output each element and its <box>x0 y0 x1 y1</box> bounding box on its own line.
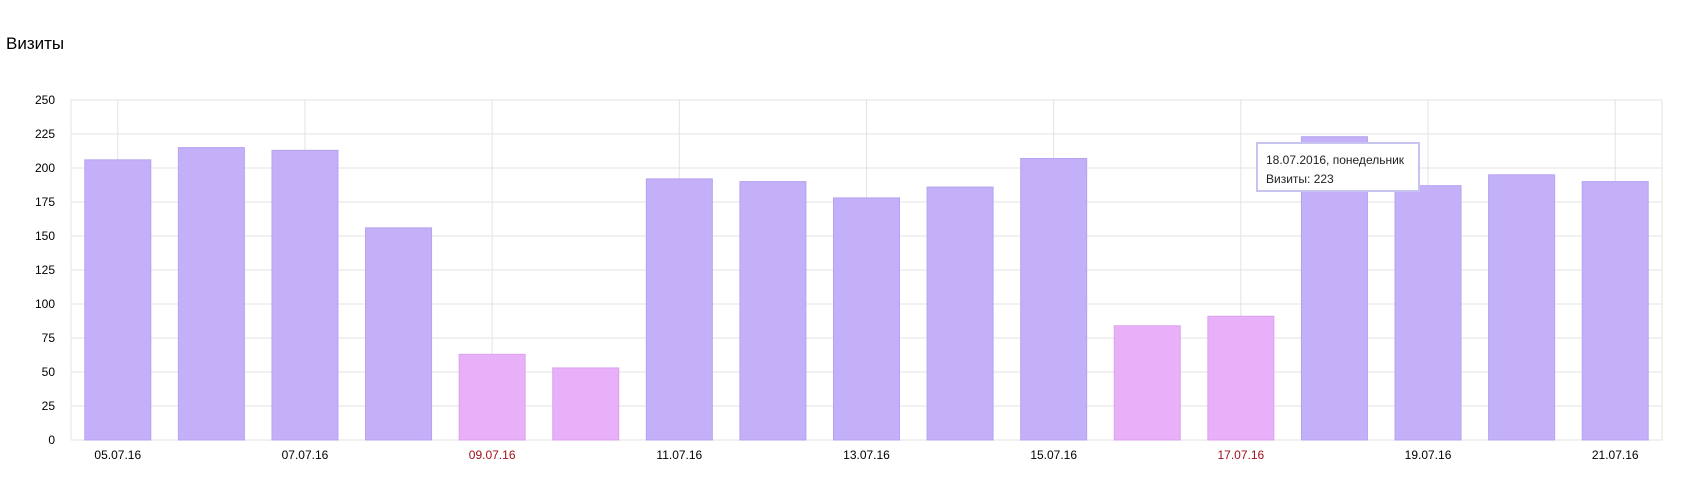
x-tick-label: 07.07.16 <box>282 448 329 462</box>
x-tick-label: 05.07.16 <box>94 448 141 462</box>
bar-21.07.16 <box>1581 181 1649 441</box>
bar-10.07.16 <box>552 367 620 441</box>
y-tick-label: 250 <box>35 93 55 107</box>
bar-19.07.16 <box>1394 185 1462 441</box>
bar-20.07.16 <box>1488 174 1556 441</box>
x-tick-label: 13.07.16 <box>843 448 890 462</box>
bar-15.07.16 <box>1020 157 1088 441</box>
bar-14.07.16 <box>926 186 994 441</box>
y-tick-label: 225 <box>35 127 55 141</box>
bar-16.07.16 <box>1113 325 1181 441</box>
tooltip-value: Визиты: 223 <box>1266 172 1334 186</box>
y-tick-label: 125 <box>35 263 55 277</box>
bar-07.07.16 <box>271 149 339 441</box>
y-tick-label: 75 <box>42 331 56 345</box>
bars <box>84 136 1649 441</box>
y-tick-label: 175 <box>35 195 55 209</box>
y-tick-label: 150 <box>35 229 55 243</box>
y-axis: 0 25 50 75 100 125 150 175 200 225 250 <box>35 93 55 447</box>
x-tick-label: 17.07.16 <box>1217 448 1264 462</box>
y-tick-label: 200 <box>35 161 55 175</box>
chart-tooltip: 18.07.2016, понедельник Визиты: 223 <box>1256 142 1420 192</box>
x-tick-label: 19.07.16 <box>1405 448 1452 462</box>
x-axis: 05.07.16 07.07.16 09.07.16 11.07.16 13.07.16… <box>94 448 1638 462</box>
bar-08.07.16 <box>365 227 433 441</box>
bar-17.07.16 <box>1207 315 1275 441</box>
bar-11.07.16 <box>645 178 713 441</box>
x-tick-label: 15.07.16 <box>1030 448 1077 462</box>
y-tick-label: 50 <box>42 365 56 379</box>
tooltip-date: 18.07.2016, понедельник <box>1266 153 1405 167</box>
y-tick-label: 100 <box>35 297 55 311</box>
bar-13.07.16 <box>833 197 900 441</box>
x-tick-label: 11.07.16 <box>656 448 702 462</box>
y-tick-label: 25 <box>42 399 56 413</box>
bar-09.07.16 <box>458 353 526 441</box>
y-tick-label: 0 <box>48 433 55 447</box>
x-tick-label: 09.07.16 <box>469 448 516 462</box>
bar-12.07.16 <box>739 181 807 441</box>
chart-title: Визиты <box>6 34 65 53</box>
bar-06.07.16 <box>177 147 245 441</box>
bar-05.07.16 <box>84 159 152 441</box>
x-tick-label: 21.07.16 <box>1592 448 1639 462</box>
